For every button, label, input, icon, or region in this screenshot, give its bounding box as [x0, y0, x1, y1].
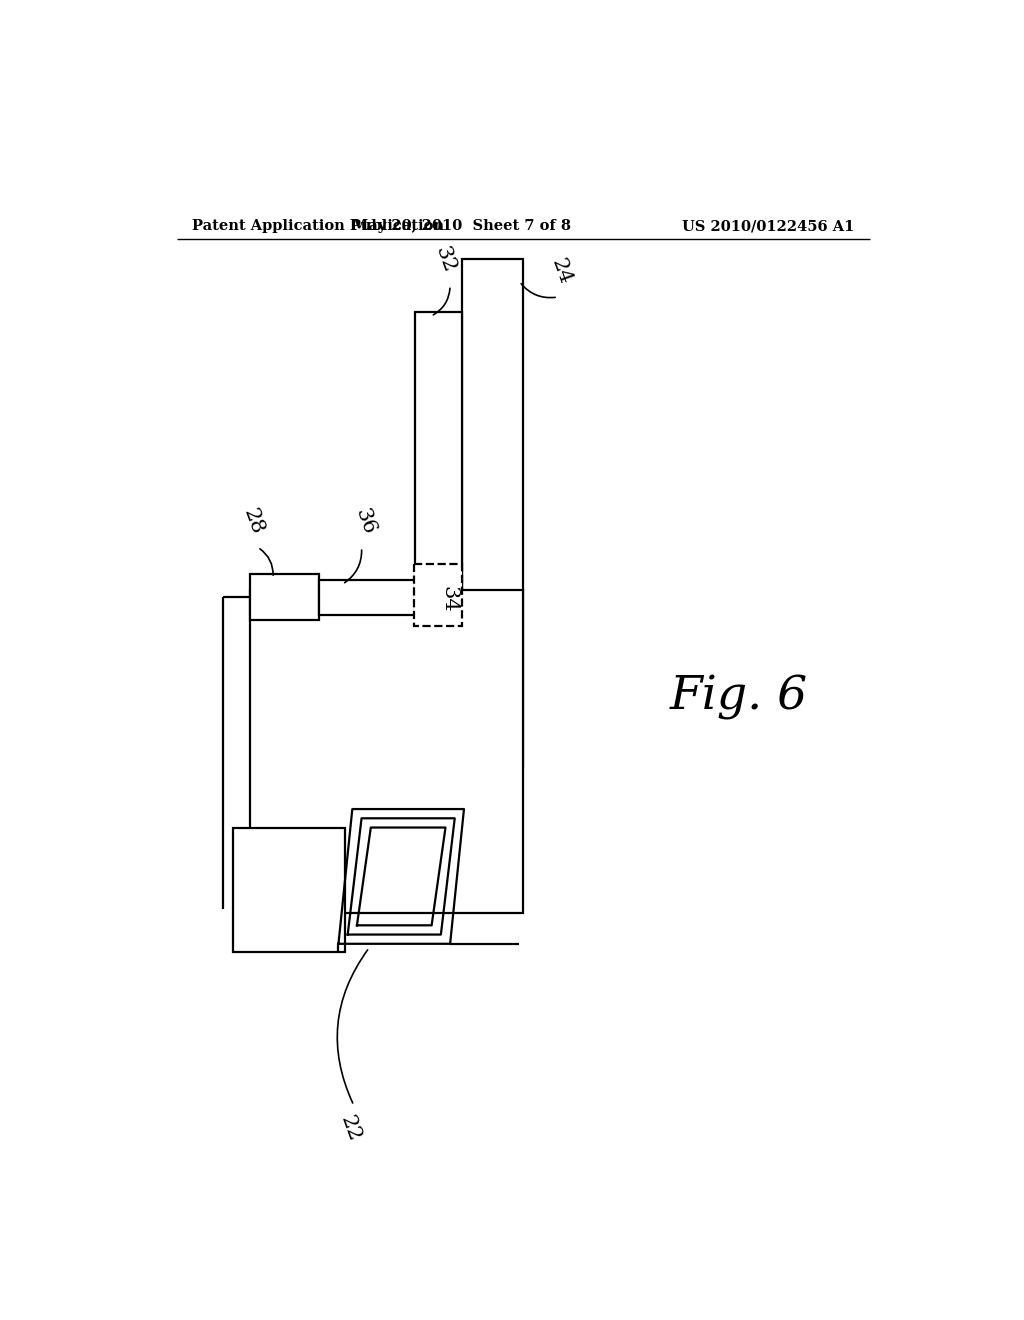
Bar: [250, 574, 319, 620]
Text: 36: 36: [352, 506, 379, 537]
Text: Patent Application Publication: Patent Application Publication: [193, 219, 444, 234]
Text: US 2010/0122456 A1: US 2010/0122456 A1: [682, 219, 854, 234]
Bar: [233, 829, 345, 952]
Bar: [414, 564, 462, 626]
Bar: [319, 581, 416, 615]
Text: Fig. 6: Fig. 6: [670, 675, 808, 719]
Text: 34: 34: [439, 586, 459, 612]
Text: 24: 24: [548, 256, 575, 288]
Text: May 20, 2010  Sheet 7 of 8: May 20, 2010 Sheet 7 of 8: [352, 219, 571, 234]
Text: 28: 28: [241, 506, 267, 537]
Bar: [462, 259, 523, 767]
Text: 22: 22: [337, 1113, 364, 1144]
Bar: [250, 590, 523, 913]
Text: 32: 32: [431, 244, 458, 276]
Bar: [416, 313, 462, 767]
